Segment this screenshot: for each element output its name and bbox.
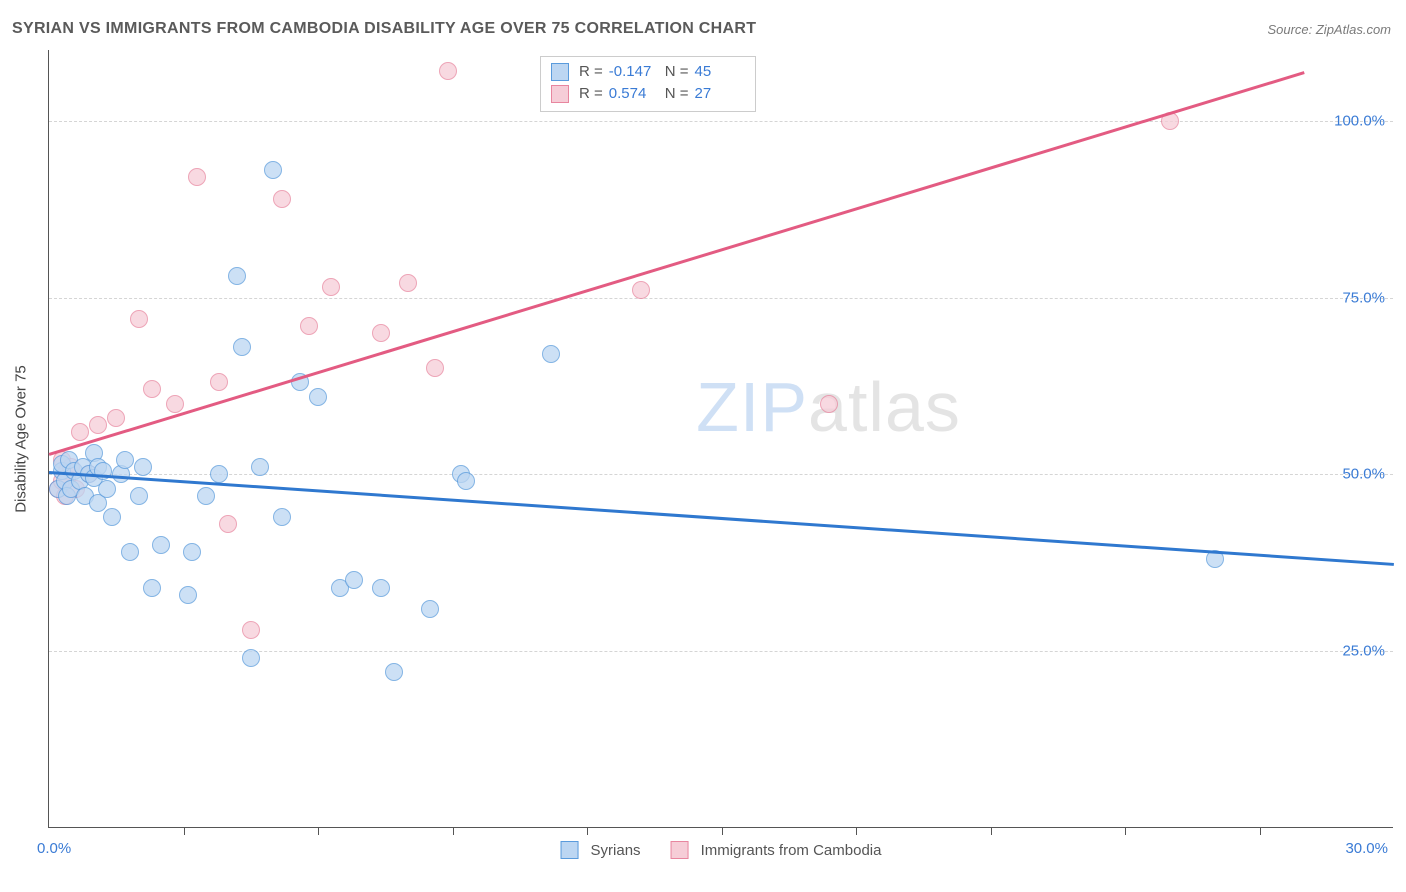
y-tick-label: 50.0% bbox=[1342, 466, 1385, 483]
data-point bbox=[820, 395, 838, 413]
x-tick bbox=[991, 827, 992, 835]
x-tick bbox=[453, 827, 454, 835]
data-point bbox=[542, 345, 560, 363]
stats-r-value-2: 0.574 bbox=[609, 83, 659, 105]
legend-label-syrians: Syrians bbox=[591, 842, 641, 859]
x-tick bbox=[1125, 827, 1126, 835]
data-point bbox=[210, 373, 228, 391]
data-point bbox=[632, 281, 650, 299]
data-point bbox=[399, 274, 417, 292]
data-point bbox=[426, 359, 444, 377]
trend-line bbox=[49, 71, 1305, 455]
data-point bbox=[103, 508, 121, 526]
data-point bbox=[228, 267, 246, 285]
stats-n-value-2: 27 bbox=[695, 83, 745, 105]
x-tick bbox=[184, 827, 185, 835]
legend-label-cambodia: Immigrants from Cambodia bbox=[701, 842, 882, 859]
stats-row-2: R = 0.574 N = 27 bbox=[551, 83, 745, 105]
data-point bbox=[345, 571, 363, 589]
data-point bbox=[121, 543, 139, 561]
legend-swatch-cambodia bbox=[671, 841, 689, 859]
y-tick-label: 25.0% bbox=[1342, 643, 1385, 660]
data-point bbox=[183, 543, 201, 561]
legend-swatch-syrians bbox=[561, 841, 579, 859]
data-point bbox=[219, 515, 237, 533]
x-tick bbox=[587, 827, 588, 835]
data-point bbox=[273, 508, 291, 526]
data-point bbox=[309, 388, 327, 406]
data-point bbox=[130, 487, 148, 505]
data-point bbox=[242, 621, 260, 639]
stats-swatch-1 bbox=[551, 63, 569, 81]
x-tick bbox=[856, 827, 857, 835]
data-point bbox=[143, 380, 161, 398]
y-axis-title: Disability Age Over 75 bbox=[13, 365, 30, 513]
data-point bbox=[251, 458, 269, 476]
chart-title: SYRIAN VS IMMIGRANTS FROM CAMBODIA DISAB… bbox=[12, 20, 756, 38]
stats-r-value-1: -0.147 bbox=[609, 61, 659, 83]
data-point bbox=[98, 480, 116, 498]
data-point bbox=[143, 579, 161, 597]
data-point bbox=[130, 310, 148, 328]
data-point bbox=[439, 62, 457, 80]
data-point bbox=[300, 317, 318, 335]
source-label: Source: ZipAtlas.com bbox=[1267, 22, 1391, 37]
data-point bbox=[385, 663, 403, 681]
data-point bbox=[71, 423, 89, 441]
data-point bbox=[372, 579, 390, 597]
stats-n-value-1: 45 bbox=[695, 61, 745, 83]
stats-row-1: R = -0.147 N = 45 bbox=[551, 61, 745, 83]
y-tick-label: 100.0% bbox=[1334, 112, 1385, 129]
stats-r-label-1: R = bbox=[579, 61, 603, 83]
data-point bbox=[134, 458, 152, 476]
data-point bbox=[197, 487, 215, 505]
stats-n-label-2: N = bbox=[665, 83, 689, 105]
watermark-zip: ZIP bbox=[696, 368, 808, 446]
data-point bbox=[107, 409, 125, 427]
gridline bbox=[49, 474, 1393, 475]
data-point bbox=[233, 338, 251, 356]
stats-swatch-2 bbox=[551, 85, 569, 103]
chart-container: SYRIAN VS IMMIGRANTS FROM CAMBODIA DISAB… bbox=[0, 0, 1406, 892]
data-point bbox=[166, 395, 184, 413]
stats-n-label-1: N = bbox=[665, 61, 689, 83]
data-point bbox=[322, 278, 340, 296]
y-tick-label: 75.0% bbox=[1342, 289, 1385, 306]
plot-area: Disability Age Over 75 ZIPatlas 0.0% 30.… bbox=[48, 50, 1393, 828]
stats-legend: R = -0.147 N = 45 R = 0.574 N = 27 bbox=[540, 56, 756, 112]
data-point bbox=[188, 168, 206, 186]
data-point bbox=[210, 465, 228, 483]
data-point bbox=[264, 161, 282, 179]
data-point bbox=[152, 536, 170, 554]
data-point bbox=[89, 416, 107, 434]
data-point bbox=[242, 649, 260, 667]
data-point bbox=[116, 451, 134, 469]
x-tick bbox=[318, 827, 319, 835]
gridline bbox=[49, 298, 1393, 299]
data-point bbox=[421, 600, 439, 618]
x-tick bbox=[1260, 827, 1261, 835]
stats-r-label-2: R = bbox=[579, 83, 603, 105]
bottom-legend: Syrians Immigrants from Cambodia bbox=[561, 841, 882, 859]
x-tick bbox=[722, 827, 723, 835]
x-axis-max-label: 30.0% bbox=[1345, 840, 1388, 857]
data-point bbox=[273, 190, 291, 208]
data-point bbox=[179, 586, 197, 604]
x-axis-min-label: 0.0% bbox=[37, 840, 71, 857]
legend-item-cambodia: Immigrants from Cambodia bbox=[671, 841, 882, 859]
legend-item-syrians: Syrians bbox=[561, 841, 641, 859]
trend-line bbox=[49, 471, 1394, 565]
data-point bbox=[457, 472, 475, 490]
data-point bbox=[372, 324, 390, 342]
gridline bbox=[49, 121, 1393, 122]
